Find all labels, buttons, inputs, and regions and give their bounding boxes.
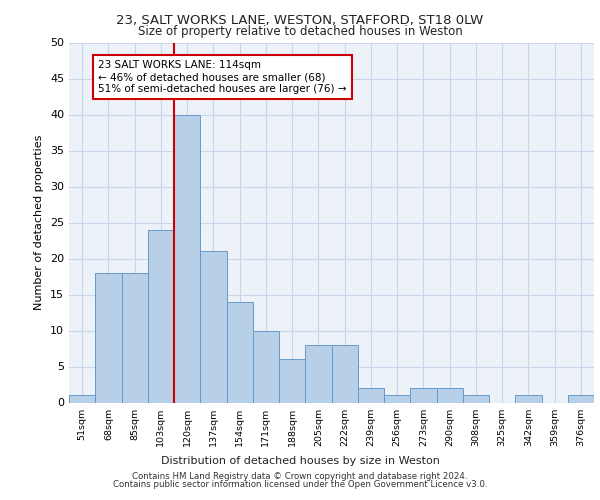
- Bar: [384, 396, 410, 402]
- Bar: [253, 330, 279, 402]
- Bar: [279, 360, 305, 403]
- Bar: [95, 273, 121, 402]
- Y-axis label: Number of detached properties: Number of detached properties: [34, 135, 44, 310]
- Bar: [410, 388, 437, 402]
- Bar: [463, 396, 489, 402]
- Bar: [515, 396, 542, 402]
- Bar: [227, 302, 253, 402]
- Text: 23, SALT WORKS LANE, WESTON, STAFFORD, ST18 0LW: 23, SALT WORKS LANE, WESTON, STAFFORD, S…: [116, 14, 484, 27]
- Bar: [437, 388, 463, 402]
- Text: Contains HM Land Registry data © Crown copyright and database right 2024.: Contains HM Land Registry data © Crown c…: [132, 472, 468, 481]
- Bar: [174, 114, 200, 403]
- Bar: [200, 252, 227, 402]
- Bar: [69, 396, 95, 402]
- Bar: [568, 396, 594, 402]
- Text: Distribution of detached houses by size in Weston: Distribution of detached houses by size …: [161, 456, 439, 466]
- Text: Contains public sector information licensed under the Open Government Licence v3: Contains public sector information licen…: [113, 480, 487, 489]
- Bar: [358, 388, 384, 402]
- Text: 23 SALT WORKS LANE: 114sqm
← 46% of detached houses are smaller (68)
51% of semi: 23 SALT WORKS LANE: 114sqm ← 46% of deta…: [98, 60, 346, 94]
- Bar: [305, 345, 331, 403]
- Bar: [121, 273, 148, 402]
- Text: Size of property relative to detached houses in Weston: Size of property relative to detached ho…: [137, 25, 463, 38]
- Bar: [148, 230, 174, 402]
- Bar: [331, 345, 358, 403]
